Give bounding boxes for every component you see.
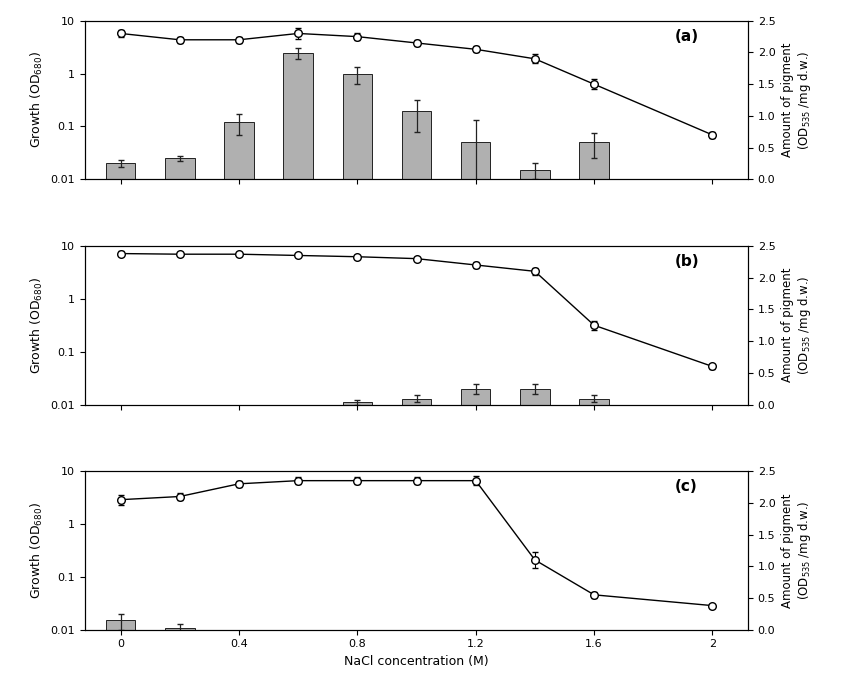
Bar bbox=[402, 399, 431, 692]
Y-axis label: Amount of pigment
(OD$_{535}$ /mg d.w.): Amount of pigment (OD$_{535}$ /mg d.w.) bbox=[781, 268, 813, 383]
Bar bbox=[580, 399, 609, 692]
Bar bbox=[105, 163, 135, 692]
Y-axis label: Growth (OD$_{680}$): Growth (OD$_{680}$) bbox=[29, 52, 45, 149]
X-axis label: NaCl concentration (M): NaCl concentration (M) bbox=[344, 655, 489, 668]
Bar bbox=[461, 389, 490, 692]
Bar bbox=[105, 621, 135, 692]
Bar bbox=[520, 389, 550, 692]
Bar bbox=[283, 53, 313, 692]
Y-axis label: Growth (OD$_{680}$): Growth (OD$_{680}$) bbox=[29, 277, 45, 374]
Bar bbox=[165, 628, 195, 692]
Bar bbox=[165, 158, 195, 692]
Bar bbox=[461, 143, 490, 692]
Text: (a): (a) bbox=[675, 28, 700, 44]
Text: (b): (b) bbox=[675, 254, 700, 269]
Y-axis label: Growth (OD$_{680}$): Growth (OD$_{680}$) bbox=[29, 502, 45, 599]
Bar bbox=[224, 122, 253, 692]
Bar bbox=[520, 170, 550, 692]
Text: (c): (c) bbox=[675, 479, 698, 494]
Bar bbox=[343, 402, 372, 692]
Y-axis label: Amount of pigment
(OD$_{535}$ /mg d.w.): Amount of pigment (OD$_{535}$ /mg d.w.) bbox=[781, 493, 813, 608]
Y-axis label: Amount of pigment
(OD$_{535}$ /mg d.w.): Amount of pigment (OD$_{535}$ /mg d.w.) bbox=[781, 43, 813, 157]
Bar bbox=[343, 73, 372, 692]
Bar bbox=[580, 143, 609, 692]
Bar bbox=[402, 111, 431, 692]
